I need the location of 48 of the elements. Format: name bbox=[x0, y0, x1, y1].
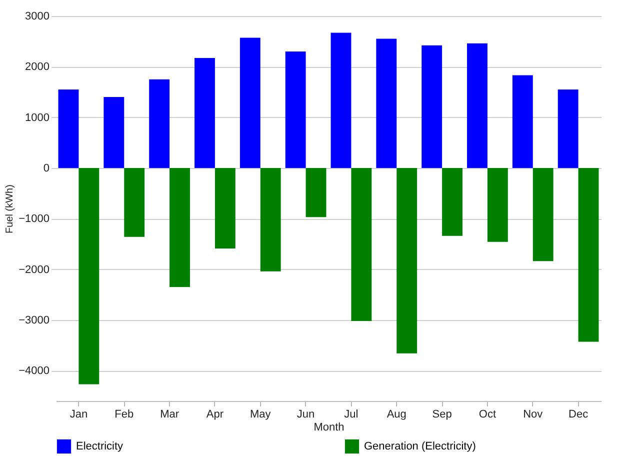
x-tick-label: Jan bbox=[70, 408, 88, 420]
bar bbox=[149, 79, 170, 168]
bar bbox=[78, 168, 100, 384]
legend-label: Generation (Electricity) bbox=[364, 440, 476, 452]
x-tick-label: Feb bbox=[114, 408, 134, 420]
bar bbox=[240, 38, 260, 168]
bar bbox=[104, 97, 124, 168]
bar bbox=[285, 51, 306, 168]
x-tick-label: May bbox=[250, 408, 272, 420]
bar bbox=[194, 58, 215, 168]
bar bbox=[351, 168, 372, 321]
bar bbox=[422, 45, 442, 168]
bar bbox=[578, 168, 599, 342]
x-tick-label: Dec bbox=[568, 408, 589, 420]
x-tick-label: Mar bbox=[160, 408, 180, 420]
bar bbox=[512, 75, 533, 168]
bar bbox=[396, 168, 418, 354]
bar bbox=[330, 32, 352, 168]
y-tick-label: −3000 bbox=[18, 314, 50, 326]
bar bbox=[58, 89, 79, 168]
y-tick-label: 1000 bbox=[25, 112, 50, 124]
x-tick-label: Oct bbox=[478, 408, 496, 420]
y-tick-label: 0 bbox=[43, 162, 50, 174]
x-tick-label: Nov bbox=[523, 408, 544, 420]
y-tick-label: −1000 bbox=[18, 213, 50, 226]
x-tick-label: Sep bbox=[432, 408, 452, 420]
x-tick-label: Aug bbox=[386, 408, 406, 420]
bar bbox=[306, 168, 326, 218]
bar bbox=[376, 38, 397, 168]
bar bbox=[214, 168, 236, 249]
bar bbox=[124, 168, 145, 237]
x-tick-label: Jun bbox=[296, 408, 315, 420]
x-tick-label: Jul bbox=[344, 408, 358, 420]
bar bbox=[442, 168, 462, 236]
x-tick-label: Apr bbox=[206, 408, 224, 420]
legend-label: Electricity bbox=[76, 440, 124, 452]
y-tick-label: 3000 bbox=[25, 10, 50, 22]
bar bbox=[260, 168, 281, 272]
bar bbox=[487, 168, 508, 242]
bar bbox=[467, 43, 488, 168]
y-tick-label: 2000 bbox=[25, 61, 50, 74]
bar bbox=[170, 168, 190, 288]
x-axis-title: Month bbox=[314, 422, 344, 434]
y-tick-label: −4000 bbox=[18, 365, 50, 378]
bar bbox=[558, 89, 578, 168]
bar bbox=[532, 168, 554, 262]
y-axis-title: Fuel (kWh) bbox=[4, 184, 16, 234]
y-tick-label: −2000 bbox=[18, 264, 50, 276]
